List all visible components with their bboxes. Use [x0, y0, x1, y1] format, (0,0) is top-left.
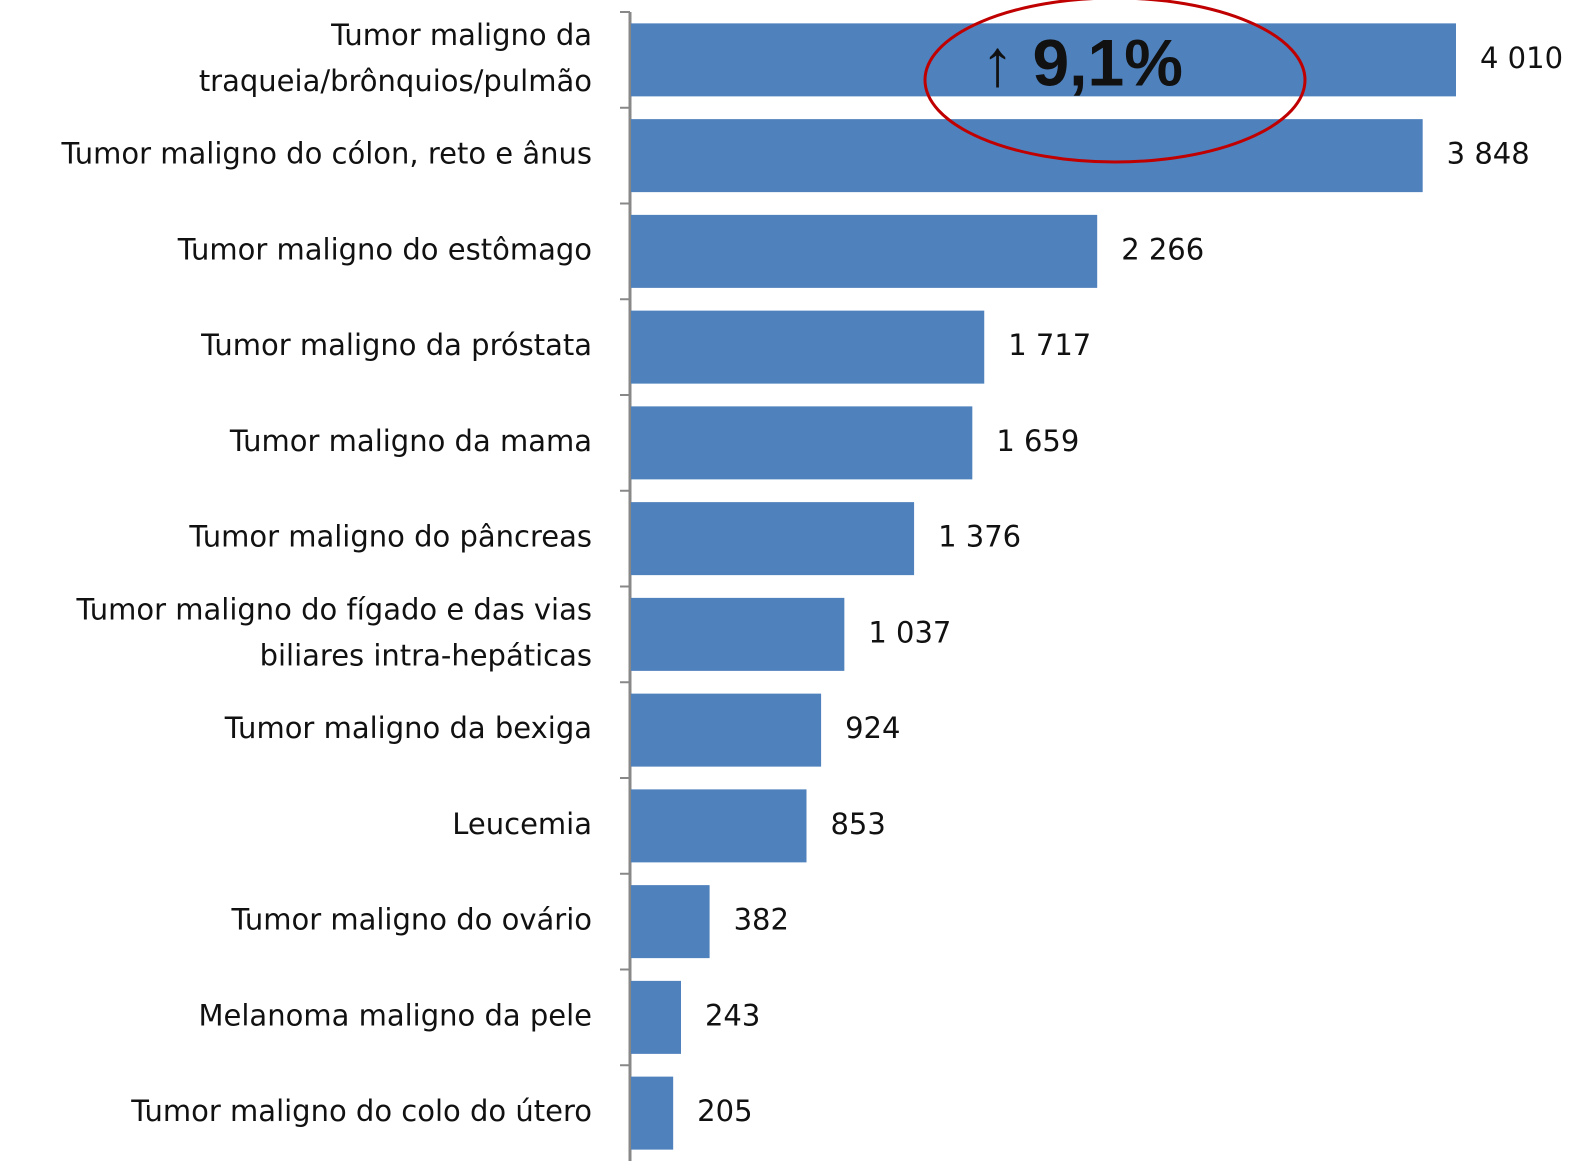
bar: [631, 23, 1456, 97]
bar: [631, 980, 681, 1054]
value-label: 205: [697, 1094, 752, 1128]
category-label: Tumor maligno do fígado e das vias biliar…: [75, 592, 592, 672]
category-label: Tumor maligno da mama: [229, 424, 592, 458]
value-label: 382: [734, 903, 789, 937]
category-label: Tumor maligno do estômago: [177, 232, 592, 266]
category-label: Tumor maligno da bexiga: [224, 711, 592, 745]
value-label: 1 376: [938, 520, 1021, 554]
value-label: 243: [705, 998, 760, 1032]
annotation: ↑ 9,1%: [981, 25, 1183, 99]
bar: [631, 214, 1098, 288]
category-label: Melanoma maligno da pele: [199, 998, 592, 1032]
value-label: 2 266: [1121, 232, 1204, 266]
value-label: 853: [830, 807, 885, 841]
annotation-ellipse: [923, 0, 1307, 164]
bar: [631, 310, 985, 384]
bar: [631, 885, 710, 959]
value-label: 1 037: [868, 615, 951, 649]
value-label: 1 659: [996, 424, 1079, 458]
value-label: 4 010: [1480, 41, 1563, 75]
bar: [631, 119, 1423, 193]
value-label: 1 717: [1008, 328, 1091, 362]
category-label: Tumor maligno do colo do útero: [130, 1094, 592, 1128]
bar: [631, 789, 807, 863]
category-label: Tumor maligno do cólon, reto e ânus: [60, 137, 592, 171]
category-label: Tumor maligno do ovário: [231, 903, 592, 937]
value-label: 3 848: [1447, 137, 1530, 171]
bar: [631, 406, 973, 480]
bar: [631, 693, 822, 767]
category-label: Tumor maligno do pâncreas: [188, 520, 592, 554]
category-label: Leucemia: [452, 807, 592, 841]
bar: [631, 1076, 674, 1150]
category-label: Tumor maligno da traqueia/brônquios/pulmã…: [199, 18, 592, 98]
bar: [631, 597, 845, 671]
value-label: 924: [845, 711, 900, 745]
bar: [631, 502, 915, 576]
category-label: Tumor maligno da próstata: [200, 328, 592, 362]
